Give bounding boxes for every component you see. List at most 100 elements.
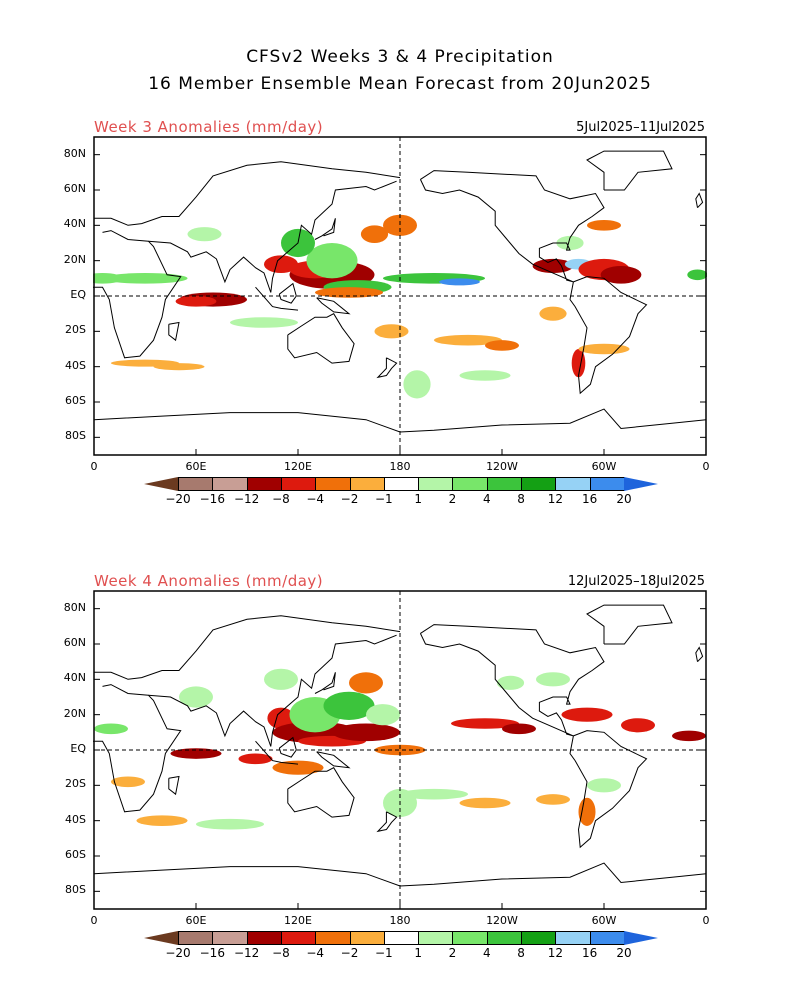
week3-colorbar-label: −1 [374, 492, 393, 506]
week4-coastline [93, 684, 182, 813]
week4-coastline [287, 767, 355, 818]
week3-colorbar-cell [315, 477, 351, 491]
week4-lat-label: 60N [63, 636, 86, 649]
week3-colorbar-cell [418, 477, 454, 491]
week3-anomaly-area [578, 343, 630, 355]
week4-lat-label: EQ [70, 742, 86, 755]
week4-colorbar-cell [521, 931, 557, 945]
week4-colorbar-cell [486, 931, 523, 945]
week3-anomaly-area [587, 220, 621, 231]
week4-coastline [586, 604, 673, 645]
week4-lat-label: 40S [65, 812, 86, 826]
week3-colorbar-cell [280, 477, 317, 491]
colorbar-week4: −20 −16 −12 −8 −4 −2 −1 1 2 4 8 12 16 20 [144, 931, 658, 963]
week3-colorbar-cell [383, 477, 420, 491]
map-week3 [93, 136, 707, 456]
week4-colorbar-label: −16 [199, 946, 225, 960]
week4-colorbar-cell [383, 931, 420, 945]
week4-colorbar-cell [280, 931, 317, 945]
week3-coastline [695, 192, 704, 209]
week3-anomaly-area [600, 265, 642, 284]
figure-title-line1: CFSv2 Weeks 3 & 4 Precipitation [246, 47, 554, 67]
week4-colorbar-cell [589, 931, 625, 945]
week3-anomaly-area [315, 287, 383, 298]
week3-colorbar-cell [178, 477, 214, 491]
week4-anomaly-area [170, 748, 222, 759]
week3-lat-label: 40N [63, 217, 86, 231]
panel2-title: Week 4 Anomalies (mm/day) [94, 572, 324, 590]
week3-anomaly-area [403, 370, 431, 399]
week4-anomaly-area [238, 753, 273, 765]
week4-anomaly-area [536, 794, 570, 805]
week4-colorbar-cell [178, 931, 214, 945]
week4-lat-label: 80S [65, 883, 86, 897]
week4-lat-label: 20N [63, 706, 86, 720]
week3-anomaly-area [102, 273, 188, 284]
week3-lon-label: 60W [591, 460, 617, 473]
week4-anomaly-area [264, 668, 298, 690]
week4-coastline [255, 740, 299, 765]
week3-colorbar-label: 4 [482, 492, 491, 506]
week3-colorbar-cell [486, 477, 523, 491]
week3-coastline [255, 286, 299, 311]
week4-anomaly-area [374, 744, 426, 756]
week3-anomaly-area [485, 340, 519, 351]
week4-colorbar-label: −2 [340, 946, 359, 960]
week3-lat-label: 80N [63, 146, 86, 160]
week4-colorbar-label: −20 [165, 946, 191, 960]
panel1-title: Week 3 Anomalies (mm/day) [94, 118, 324, 136]
week3-colorbar-label: 8 [517, 492, 525, 506]
week4-anomaly-area [400, 788, 468, 800]
panel1-dates: 5Jul2025–11Jul2025 [576, 120, 705, 135]
week3-anomaly-area [539, 306, 567, 321]
week3-lat-label: 20S [65, 323, 86, 337]
week4-anomaly-area [578, 797, 596, 826]
week3-colorbar-cell [452, 477, 488, 491]
week4-colorbar-high-arrow [624, 931, 658, 945]
week3-lat-label: 60N [63, 182, 86, 195]
week3-lon-label: 0 [90, 460, 98, 473]
week4-colorbar-label: −8 [272, 946, 290, 960]
week3-coastline [168, 321, 180, 342]
week4-coastline [94, 615, 401, 680]
week4-anomaly-area [621, 718, 655, 733]
week3-anomaly-area [153, 363, 205, 371]
week4-coastline [148, 634, 397, 747]
week4-colorbar-label: 4 [482, 946, 491, 960]
week3-lon-label: 60E [185, 460, 207, 473]
week4-anomaly-area [267, 707, 295, 729]
week3-lat-label: 40S [65, 358, 86, 372]
week4-anomaly-area [536, 672, 570, 687]
week4-coastline [93, 862, 707, 887]
week4-coastline [376, 811, 398, 833]
week4-lon-label: 180 [389, 914, 411, 927]
week3-colorbar-label: 16 [582, 492, 598, 506]
week3-colorbar-label: −16 [199, 492, 225, 506]
week4-anomaly-area [561, 707, 613, 722]
week4-lon-label: 120E [284, 914, 312, 927]
week3-coastline [376, 357, 398, 379]
panel2-dates: 12Jul2025–18Jul2025 [567, 574, 705, 589]
week3-coastline [278, 282, 297, 304]
week4-anomaly-area [459, 797, 511, 809]
week4-coastline [419, 624, 605, 737]
week3-anomaly-area [306, 243, 358, 279]
week4-colorbar-label: −12 [233, 946, 260, 960]
week3-coastline [287, 313, 355, 364]
week3-coastline [419, 170, 605, 283]
week4-coastline [314, 672, 336, 694]
week3-colorbar-cell [349, 477, 385, 491]
week3-coastline [316, 297, 351, 315]
week4-anomaly-area [587, 778, 621, 793]
week3-colorbar-label: 20 [616, 492, 632, 506]
week4-anomaly-area [179, 686, 213, 708]
week3-colorbar-low-arrow [144, 477, 178, 491]
week4-colorbar-low-arrow [144, 931, 178, 945]
week3-coastline [94, 161, 401, 226]
week4-colorbar-label: 16 [582, 946, 598, 960]
week3-colorbar-cell [212, 477, 248, 491]
week3-colorbar-label: −4 [306, 492, 325, 506]
week3-anomaly-area [687, 269, 707, 281]
week3-coastline [148, 180, 397, 293]
week3-lat-label: EQ [70, 288, 86, 301]
